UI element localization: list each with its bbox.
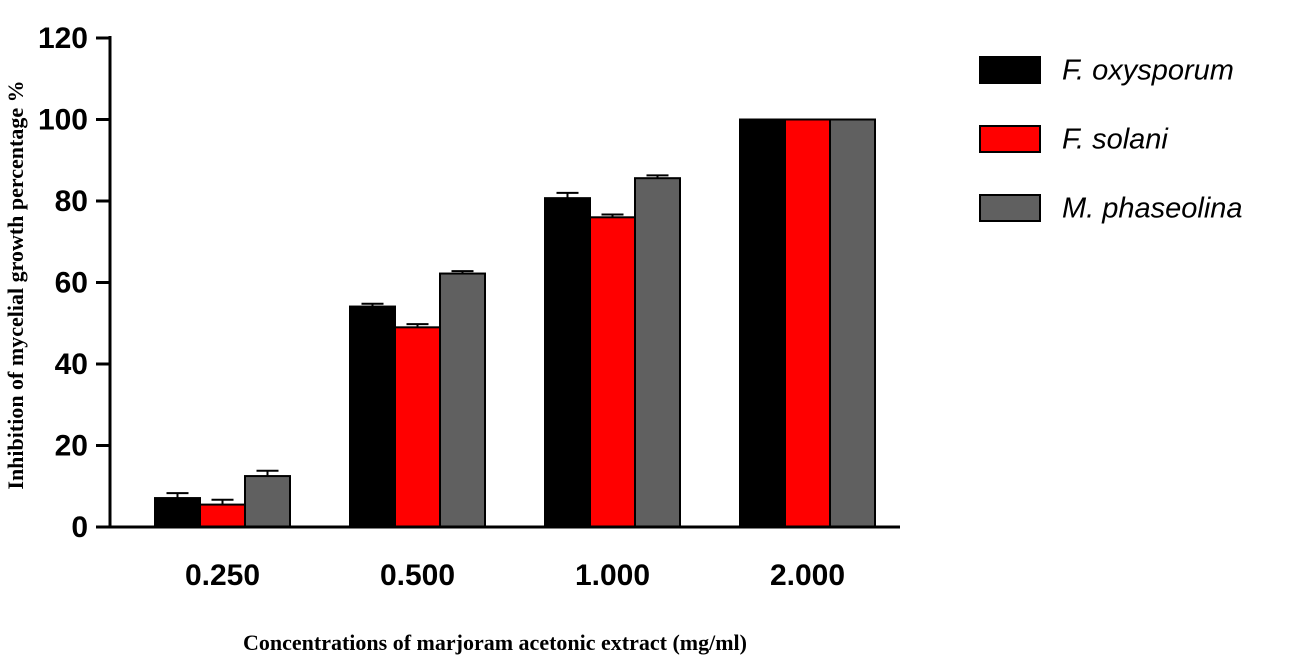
x-tick-label: 2.000 bbox=[770, 559, 845, 592]
legend-swatch bbox=[979, 125, 1041, 153]
legend-swatch bbox=[979, 194, 1041, 222]
y-axis-label: Inhibition of mycelial growth percentage… bbox=[3, 80, 28, 489]
bar bbox=[784, 118, 831, 528]
y-tick-label: 20 bbox=[55, 429, 88, 462]
legend-label: F. oxysporum bbox=[1062, 55, 1234, 87]
bar bbox=[439, 272, 486, 528]
y-tick-label: 120 bbox=[38, 22, 88, 55]
y-tick-label: 100 bbox=[38, 103, 88, 136]
bar bbox=[394, 326, 441, 529]
y-tick-label: 80 bbox=[55, 185, 88, 218]
bar bbox=[244, 475, 291, 528]
bar bbox=[349, 305, 396, 529]
x-tick-label: 0.500 bbox=[380, 559, 455, 592]
bar bbox=[829, 118, 876, 528]
y-tick-label: 40 bbox=[55, 348, 88, 381]
x-tick-label: 1.000 bbox=[575, 559, 650, 592]
y-tick-label: 0 bbox=[71, 511, 88, 544]
legend-swatch bbox=[979, 56, 1041, 84]
bar bbox=[544, 197, 591, 529]
bar bbox=[199, 503, 246, 528]
legend-label: M. phaseolina bbox=[1062, 193, 1243, 225]
bar bbox=[154, 497, 201, 529]
x-tick-label: 0.250 bbox=[185, 559, 260, 592]
x-axis-label: Concentrations of marjoram acetonic extr… bbox=[243, 630, 747, 655]
bar bbox=[634, 177, 681, 528]
y-tick-label: 60 bbox=[55, 266, 88, 299]
bar bbox=[589, 216, 636, 529]
legend-label: F. solani bbox=[1062, 124, 1169, 156]
bar bbox=[739, 118, 786, 528]
